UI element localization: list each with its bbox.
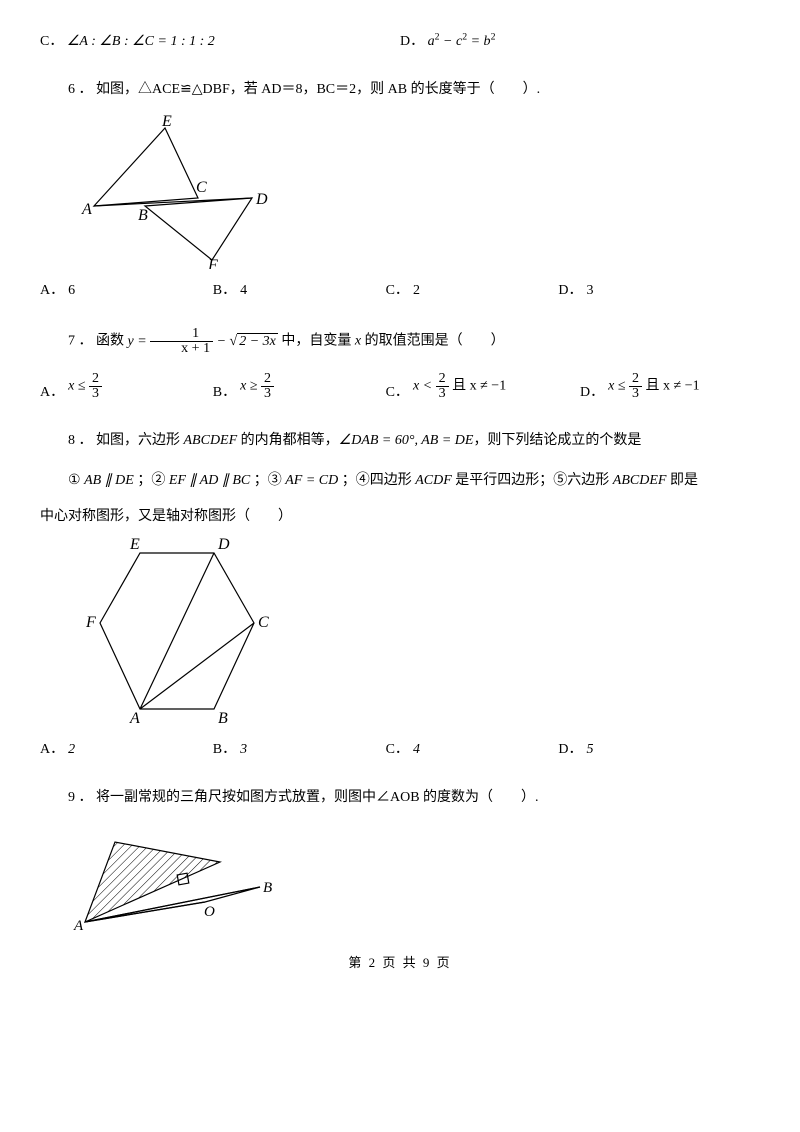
q6-stem: 6 ． 如图，△ACE≌△DBF，若 AD＝8，BC＝2，则 AB 的长度等于（… — [40, 78, 760, 98]
svg-text:O: O — [204, 904, 215, 920]
q8-stem-l3: 中心对称图形，又是轴对称图形（ ） — [40, 505, 760, 525]
svg-text:F: F — [207, 257, 218, 269]
svg-text:F: F — [85, 614, 96, 631]
svg-text:C: C — [258, 614, 269, 631]
q8-stem-l2: ① AB ∥ DE ；② EF ∥ AD ∥ BC ；③ AF = CD ；④四… — [40, 469, 760, 489]
svg-text:A: A — [129, 710, 140, 727]
q9-stem: 9 ． 将一副常规的三角尺按如图方式放置，则图中∠AOB 的度数为（ ）. — [40, 786, 760, 806]
q8-opt-d: D．5 — [558, 738, 731, 758]
q5-options-cd: C． ∠A : ∠B : ∠C = 1 : 1 : 2 D． a2 − c2 =… — [40, 30, 760, 50]
q5-opt-d: D． a2 − c2 = b2 — [400, 30, 746, 50]
q8-opt-a: A．2 — [40, 738, 213, 758]
q7-post: 中，自变量 — [281, 334, 355, 349]
q6-opt-d: D．3 — [558, 279, 731, 299]
q5-opt-c-text: ∠A : ∠B : ∠C = 1 : 1 : 2 — [67, 34, 215, 49]
q6-opt-a: A．6 — [40, 279, 213, 299]
q6-figure: E A B C D F — [70, 114, 760, 269]
svg-text:B: B — [138, 207, 148, 224]
q6-svg: E A B C D F — [70, 114, 280, 269]
q7-stem: 7 ． 函数 y = 1x + 1 − √2 − 3x 中，自变量 x 的取值范… — [40, 327, 760, 356]
q8-opt-c: C．4 — [386, 738, 559, 758]
q7-var: x — [355, 334, 361, 349]
q7-options: A． x ≤ 23 B． x ≥ 23 C． x < 23 且 x ≠ −1 D… — [40, 372, 760, 401]
svg-text:C: C — [196, 179, 207, 196]
q8-options: A．2 B．3 C．4 D．5 — [40, 738, 760, 758]
q7-opt-d: D． x ≤ 23 且 x ≠ −1 — [580, 372, 753, 401]
q9-svg: A B O — [70, 822, 280, 932]
q6-opt-b: B．4 — [213, 279, 386, 299]
q6-opt-c: C．2 — [386, 279, 559, 299]
q8-opt-b: B．3 — [213, 738, 386, 758]
q7-opt-b: B． x ≥ 23 — [213, 372, 386, 401]
q7-opt-c: C． x < 23 且 x ≠ −1 — [386, 372, 580, 401]
svg-text:B: B — [263, 880, 272, 896]
q8-stem-l1: 8 ． 如图，六边形 ABCDEF 的内角都相等，∠DAB = 60°, AB … — [40, 429, 760, 449]
q8-svg: E D C B A F — [70, 533, 270, 728]
svg-text:E: E — [161, 114, 172, 130]
q7-opt-a: A． x ≤ 23 — [40, 372, 213, 401]
q8-figure: E D C B A F — [70, 533, 760, 728]
svg-text:B: B — [218, 710, 228, 727]
svg-text:D: D — [217, 536, 230, 553]
svg-text:A: A — [73, 918, 84, 932]
q9-figure: A B O — [70, 822, 760, 932]
q6-options: A．6 B．4 C．2 D．3 — [40, 279, 760, 299]
q5-opt-c: C． ∠A : ∠B : ∠C = 1 : 1 : 2 — [40, 30, 400, 50]
opt-c-label: C． — [40, 34, 63, 49]
svg-text:E: E — [129, 536, 140, 553]
q7-pre: 7 ． 函数 — [68, 334, 128, 349]
svg-text:A: A — [81, 201, 92, 218]
opt-d-label: D． — [400, 34, 424, 49]
page-footer: 第 2 页 共 9 页 — [40, 952, 760, 971]
svg-text:D: D — [255, 191, 268, 208]
q7-formula: y = 1x + 1 − √2 − 3x — [128, 334, 282, 349]
q7-post2: 的取值范围是（ ） — [365, 334, 505, 349]
q5-opt-d-text: a2 − c2 = b2 — [428, 34, 496, 49]
